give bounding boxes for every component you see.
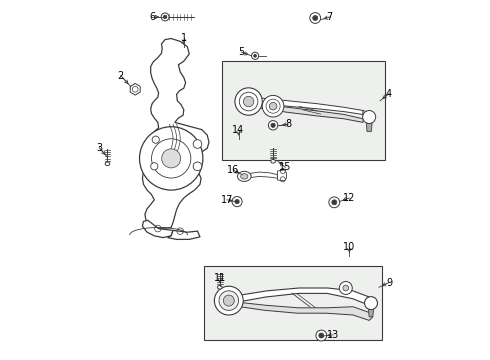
- Ellipse shape: [238, 171, 251, 181]
- Circle shape: [319, 333, 324, 338]
- Circle shape: [232, 197, 242, 207]
- Circle shape: [270, 102, 277, 110]
- Text: 9: 9: [386, 278, 392, 288]
- Ellipse shape: [218, 285, 222, 289]
- Text: 8: 8: [285, 119, 291, 129]
- Text: 15: 15: [279, 162, 292, 172]
- Circle shape: [271, 123, 275, 127]
- Circle shape: [235, 88, 262, 115]
- Circle shape: [339, 282, 352, 294]
- Circle shape: [193, 140, 202, 148]
- Text: 2: 2: [118, 71, 124, 81]
- Polygon shape: [259, 98, 363, 114]
- Text: 11: 11: [214, 273, 226, 283]
- Polygon shape: [130, 84, 140, 95]
- Polygon shape: [143, 39, 209, 229]
- Text: 3: 3: [96, 143, 102, 153]
- Text: 5: 5: [238, 47, 245, 57]
- Text: 14: 14: [232, 125, 245, 135]
- Circle shape: [219, 291, 239, 310]
- Circle shape: [313, 15, 318, 21]
- Polygon shape: [143, 220, 173, 238]
- Circle shape: [163, 15, 167, 19]
- Circle shape: [140, 127, 203, 190]
- Polygon shape: [248, 172, 277, 178]
- Polygon shape: [367, 123, 372, 131]
- Polygon shape: [168, 230, 200, 239]
- Circle shape: [332, 200, 337, 205]
- Circle shape: [363, 111, 376, 123]
- Circle shape: [162, 149, 181, 168]
- Circle shape: [251, 52, 259, 59]
- Circle shape: [365, 297, 377, 310]
- Circle shape: [244, 96, 254, 107]
- Circle shape: [269, 121, 278, 130]
- Text: 13: 13: [327, 330, 339, 340]
- Circle shape: [329, 197, 340, 208]
- FancyBboxPatch shape: [204, 266, 382, 340]
- Circle shape: [254, 54, 257, 57]
- Text: 12: 12: [343, 193, 356, 203]
- Ellipse shape: [241, 174, 248, 179]
- Circle shape: [343, 285, 349, 291]
- Polygon shape: [277, 170, 286, 181]
- Circle shape: [310, 13, 320, 23]
- Circle shape: [151, 163, 158, 170]
- Circle shape: [223, 295, 234, 306]
- Circle shape: [235, 199, 239, 204]
- Circle shape: [152, 136, 159, 143]
- Text: 4: 4: [386, 89, 392, 99]
- Circle shape: [215, 286, 243, 315]
- Ellipse shape: [105, 162, 110, 166]
- Text: 17: 17: [221, 195, 233, 205]
- Text: 6: 6: [149, 12, 155, 22]
- Polygon shape: [368, 310, 373, 317]
- Text: 7: 7: [326, 12, 333, 22]
- Polygon shape: [259, 103, 363, 122]
- Text: 10: 10: [343, 242, 356, 252]
- Text: 16: 16: [227, 165, 240, 175]
- FancyBboxPatch shape: [221, 61, 386, 160]
- Polygon shape: [240, 288, 373, 305]
- Circle shape: [161, 13, 169, 21]
- Polygon shape: [363, 111, 368, 118]
- Circle shape: [316, 330, 327, 341]
- Polygon shape: [240, 302, 373, 320]
- Circle shape: [262, 95, 284, 117]
- Circle shape: [193, 162, 202, 171]
- Text: 1: 1: [181, 33, 187, 43]
- Ellipse shape: [271, 159, 275, 163]
